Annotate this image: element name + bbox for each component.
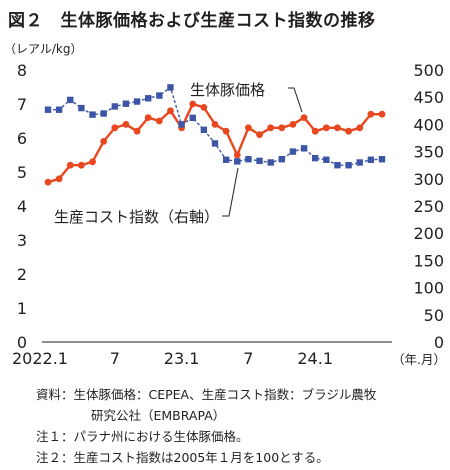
source-note: 資料：生体豚価格：CEPEA、生産コスト指数：ブラジル農牧 — [36, 387, 377, 402]
hog-price-point — [155, 117, 163, 125]
right-axis-tick-label: 450 — [413, 88, 444, 107]
cost-index-point — [289, 148, 297, 155]
hog-price-point — [289, 121, 297, 128]
left-axis-tick-label: 7 — [17, 95, 27, 114]
left-axis-tick-label: 8 — [17, 61, 27, 80]
left-axis-tick-label: 1 — [17, 299, 27, 318]
right-axis-tick-label: 150 — [413, 251, 444, 270]
right-axis-tick-label: 50 — [424, 306, 444, 325]
right-axis-tick-label: 300 — [413, 170, 444, 189]
x-axis-tick-label: 7 — [243, 349, 253, 368]
left-axis-tick-label: 6 — [17, 129, 27, 148]
cost-index-point — [222, 156, 230, 163]
x-axis-tick-label: 2022.1 — [12, 349, 68, 368]
hog-price-point — [167, 107, 174, 115]
cost-index-point — [133, 98, 141, 105]
cost-index-point — [122, 100, 130, 107]
hog-price-point — [133, 127, 141, 135]
left-axis-tick-label: 3 — [17, 231, 27, 250]
hog-price-point — [233, 151, 241, 159]
x-axis-tick-label: 7 — [110, 349, 120, 368]
hog-price-point — [378, 110, 386, 118]
right-axis-tick-label: 400 — [413, 115, 444, 134]
hog-price-point — [334, 124, 341, 132]
note-2: 注２：生産コスト指数は2005年１月を100とする。 — [36, 450, 329, 465]
cost-index-point — [111, 103, 118, 110]
cost-index-point — [156, 92, 163, 99]
left-axis-unit: （レアル/kg） — [4, 42, 83, 56]
leader-line-cost-index — [222, 167, 239, 217]
hog-price-point — [122, 121, 130, 128]
cost-index-point — [234, 158, 241, 165]
leader-line-hog-price — [288, 87, 303, 113]
right-axis-tick-label: 250 — [413, 197, 444, 216]
hog-price-point — [356, 124, 364, 132]
hog-price-point — [322, 124, 330, 132]
cost-index-point — [44, 106, 52, 113]
hog-price-point — [144, 114, 152, 121]
hog-price-point — [200, 104, 208, 111]
cost-index-point — [323, 156, 330, 163]
left-axis-tick-label: 0 — [17, 333, 27, 352]
hog-price-point — [100, 138, 108, 145]
hog-price-point — [189, 100, 197, 108]
hog-price-point — [311, 127, 319, 135]
cost-index-point — [189, 114, 196, 122]
cost-index-point — [145, 95, 152, 102]
cost-index-point — [245, 156, 252, 163]
cost-index-point — [200, 126, 208, 134]
right-axis-tick-label: 500 — [413, 61, 444, 80]
right-axis-tick-label: 350 — [413, 143, 444, 162]
right-axis-tick-label: 0 — [434, 333, 444, 352]
cost-index-point — [55, 106, 63, 113]
cost-index-point — [167, 84, 174, 91]
x-axis-tick-label: 24.1 — [297, 349, 333, 368]
right-axis-tick-label: 100 — [413, 279, 444, 298]
cost-index-point — [356, 159, 363, 166]
hog-price-point — [222, 127, 230, 135]
x-axis-unit: （年.月） — [392, 352, 446, 367]
hog-price-point — [111, 124, 119, 132]
hog-price-point — [256, 131, 263, 139]
cost-index-point — [178, 121, 185, 128]
hog-price-point — [345, 127, 352, 135]
hog-price-point — [278, 124, 286, 132]
cost-index-point — [267, 159, 274, 166]
cost-index-point — [256, 157, 263, 165]
hog-price-point — [44, 178, 52, 186]
cost-index-point — [300, 145, 308, 152]
cost-index-point — [278, 156, 285, 163]
hog-price-point — [211, 121, 219, 128]
hog-price-point — [66, 161, 74, 169]
hog-price-point — [267, 124, 275, 132]
source-note-cont: 研究公社（EMBRAPA） — [91, 408, 226, 423]
left-axis-tick-label: 4 — [17, 197, 27, 216]
hog-price-point — [300, 114, 308, 121]
chart-title: 図２ 生体豚価格および生産コスト指数の推移 — [8, 11, 376, 31]
cost-index-point — [67, 96, 74, 104]
hog-price-point — [89, 158, 96, 166]
cost-index-point — [78, 104, 85, 112]
series-label-cost-index: 生産コスト指数（右軸） — [54, 208, 219, 226]
series-label-hog-price: 生体豚価格 — [190, 81, 265, 99]
cost-index-point — [334, 162, 341, 169]
hog-price-point — [78, 161, 85, 169]
cost-index-point — [367, 156, 375, 163]
cost-index-point — [312, 154, 319, 162]
hog-price-point — [245, 124, 252, 132]
cost-index-point — [89, 111, 96, 118]
cost-index-point — [211, 140, 219, 147]
hog-price-point — [367, 110, 375, 118]
notes: 資料：生体豚価格：CEPEA、生産コスト指数：ブラジル農牧 研究公社（EMBRA… — [36, 384, 376, 468]
cost-index-point — [100, 110, 107, 117]
right-axis-tick-label: 200 — [413, 224, 444, 243]
left-axis-tick-label: 5 — [17, 163, 27, 182]
x-axis-tick-label: 23.1 — [164, 349, 200, 368]
note-1: 注１：パラナ州における生体豚価格。 — [36, 429, 249, 444]
hog-price-point — [55, 175, 63, 183]
cost-index-point — [345, 162, 352, 169]
cost-index-point — [378, 156, 386, 163]
left-axis-tick-label: 2 — [17, 265, 27, 284]
